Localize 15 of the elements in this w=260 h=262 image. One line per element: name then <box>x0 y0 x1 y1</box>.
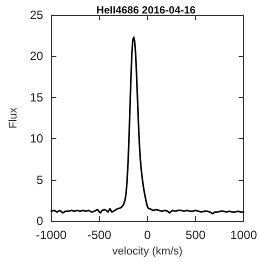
y-tick-label: 5 <box>36 172 44 187</box>
line-series <box>50 36 244 214</box>
y-tick-label: 10 <box>30 132 44 146</box>
x-tick-label: 1000 <box>230 228 258 242</box>
y-tick-label: 20 <box>30 49 44 64</box>
y-tick-label: 25 <box>30 8 44 22</box>
x-tick-label: 500 <box>186 228 206 242</box>
x-tick-label: -500 <box>87 228 112 242</box>
y-axis-title: Flux <box>8 107 20 128</box>
y-tick-label: 0 <box>36 214 44 228</box>
x-axis-title: velocity (km/s) <box>112 246 183 258</box>
chart-title: HeII4686 2016-04-16 <box>96 4 196 16</box>
y-tick-label: 15 <box>30 90 44 104</box>
x-tick-label: -1000 <box>36 228 67 242</box>
x-tick-label: 0 <box>144 228 152 242</box>
